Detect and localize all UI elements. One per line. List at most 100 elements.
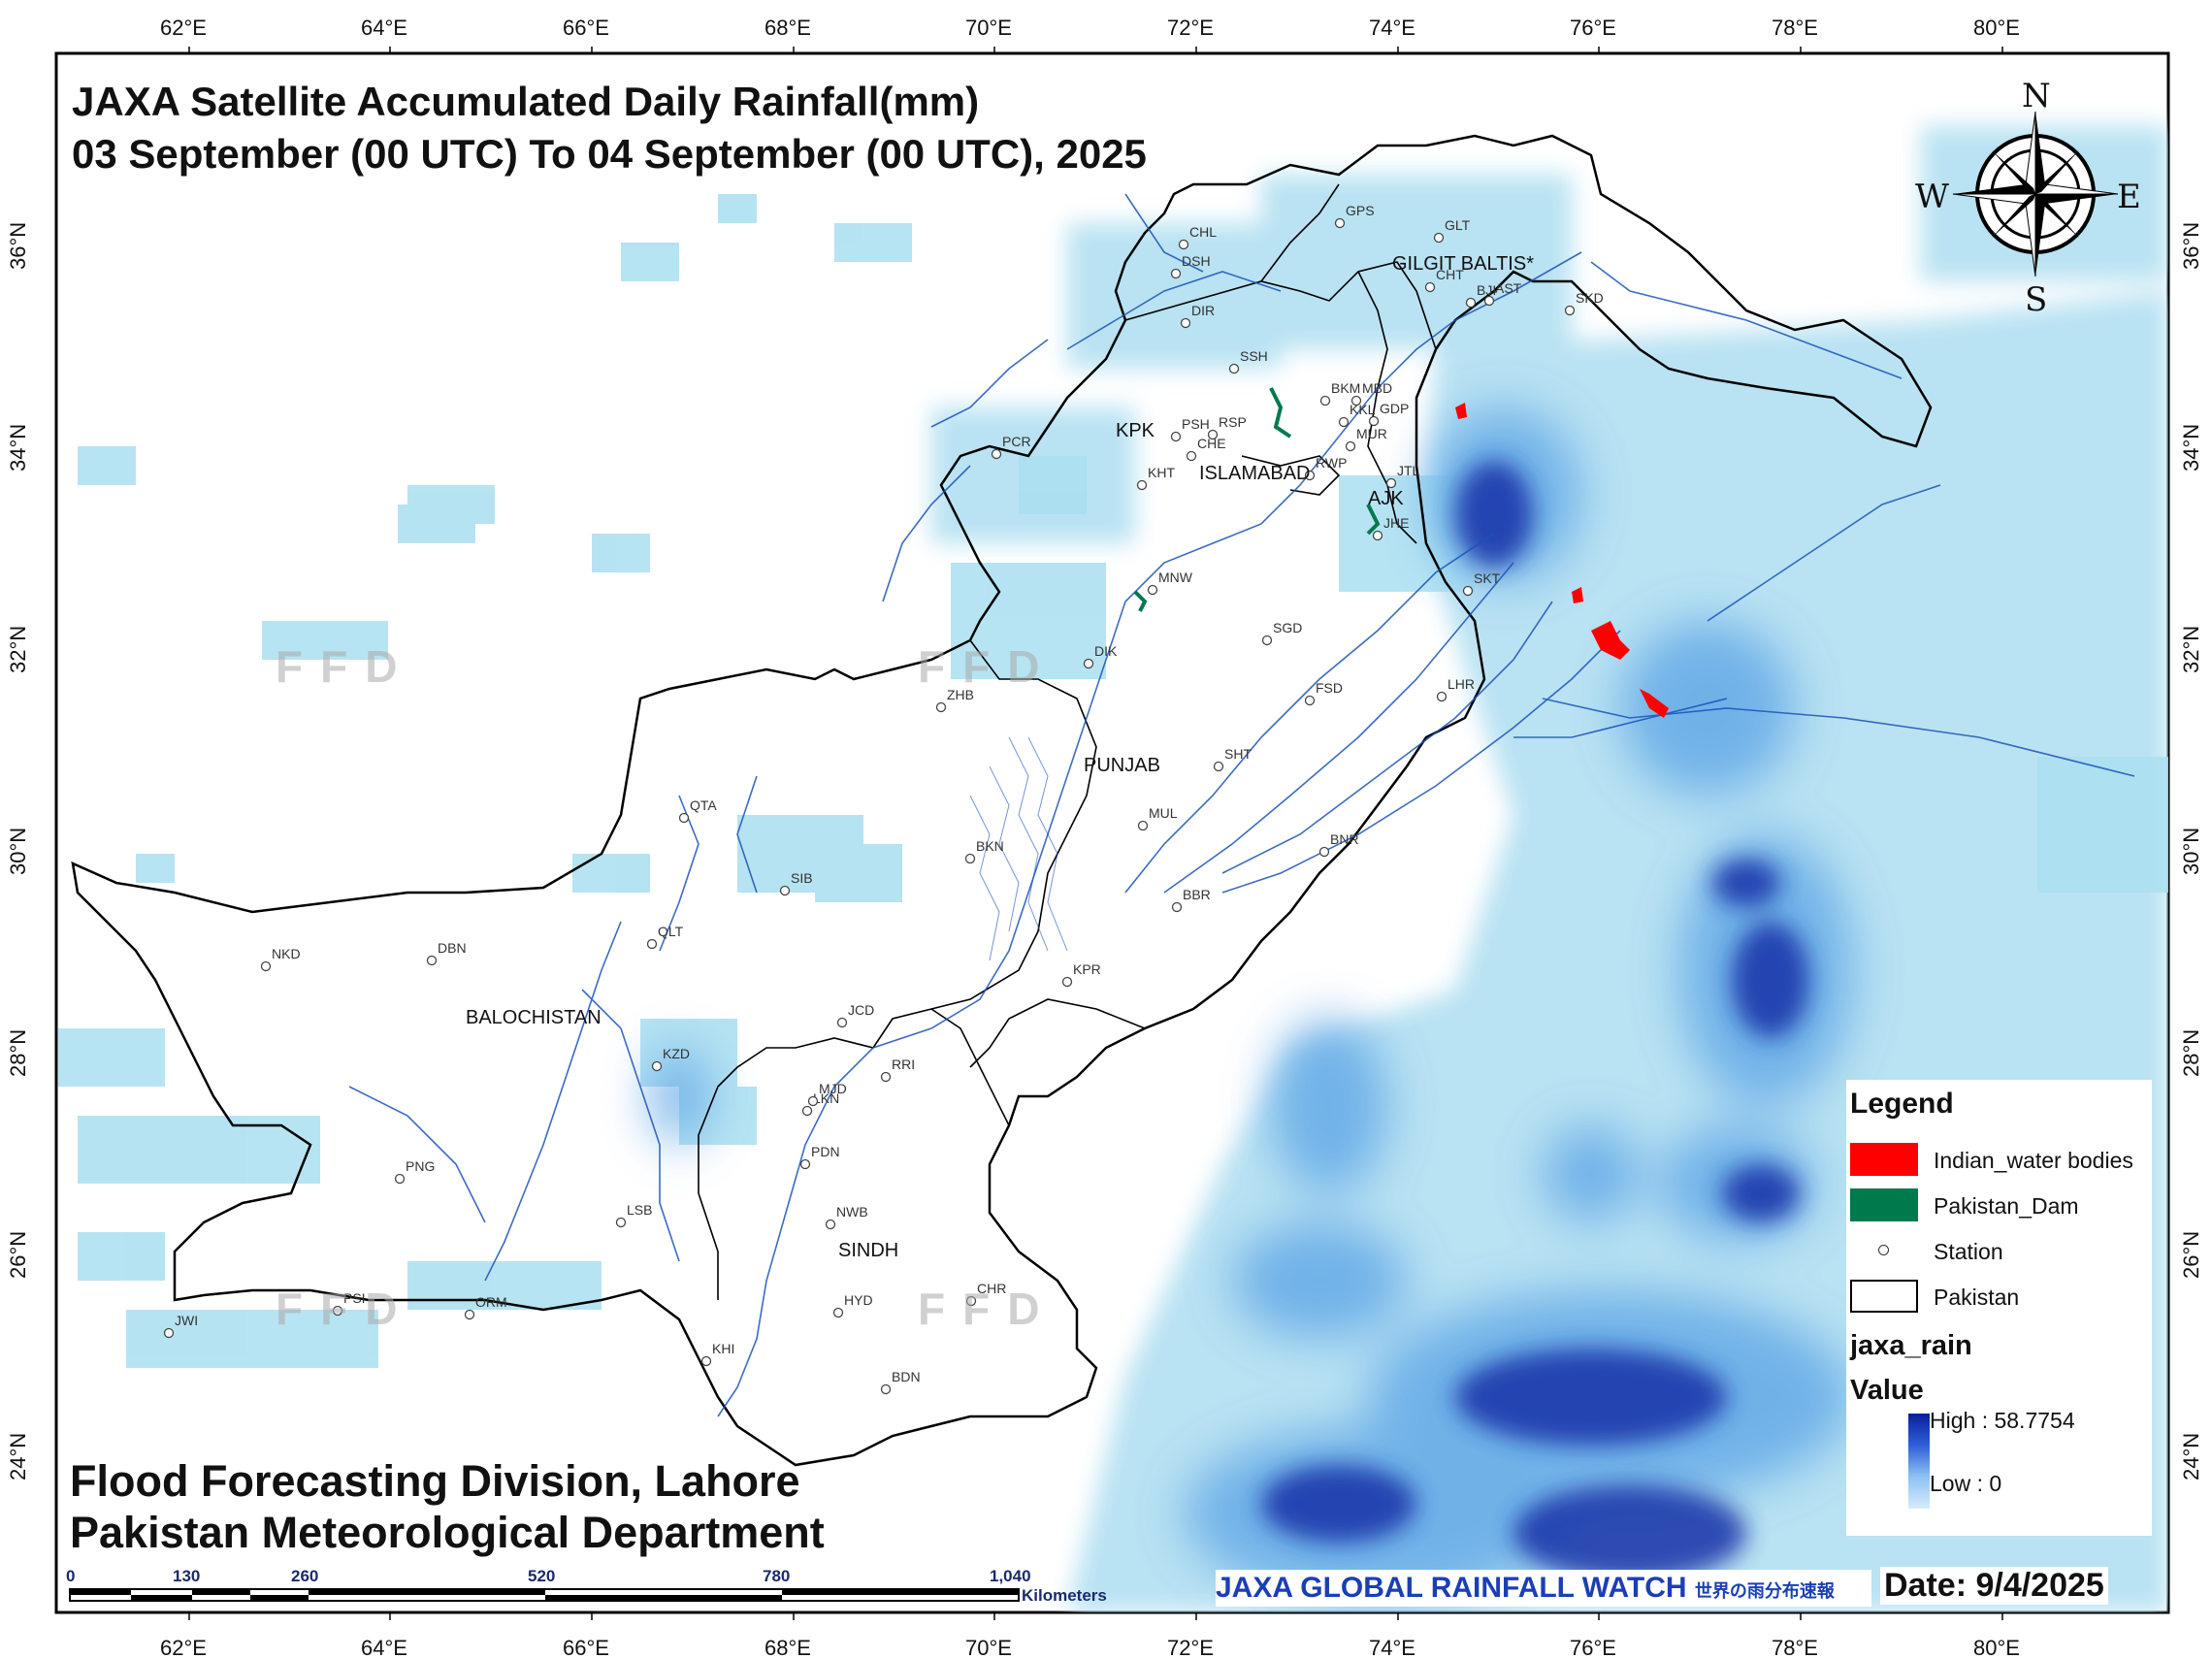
station-label: DSH — [1182, 253, 1211, 269]
station-marker-icon[interactable] — [880, 1383, 892, 1395]
station-marker-icon[interactable] — [426, 955, 438, 966]
scale-label-520: 520 — [528, 1567, 555, 1585]
station-label: BKM — [1331, 380, 1360, 396]
station-marker-icon[interactable] — [1319, 395, 1331, 407]
station-marker-icon[interactable] — [332, 1305, 343, 1317]
station-marker-icon[interactable] — [615, 1217, 627, 1228]
station-marker-icon[interactable] — [1207, 429, 1219, 440]
lon-tick-bottom: 66°E — [563, 1636, 609, 1659]
station-label: DIR — [1191, 303, 1215, 318]
station-label: MBD — [1362, 380, 1392, 396]
scale-label-1040: 1,040 — [990, 1567, 1031, 1585]
lon-tick-top: 70°E — [965, 16, 1012, 40]
station-marker-icon[interactable] — [1136, 479, 1148, 491]
station-label: MJD — [819, 1081, 847, 1096]
station-marker-icon[interactable] — [1304, 470, 1316, 481]
station-marker-icon[interactable] — [1180, 317, 1191, 329]
station-marker-icon[interactable] — [1213, 761, 1224, 772]
station-marker-icon[interactable] — [678, 812, 690, 824]
station-marker-icon[interactable] — [1170, 268, 1182, 279]
station-marker-icon[interactable] — [1350, 395, 1362, 407]
station-label: JCD — [848, 1002, 874, 1018]
station-marker-icon[interactable] — [1465, 297, 1477, 309]
lat-tick-right: 36°N — [2179, 222, 2203, 270]
station-marker-icon[interactable] — [1178, 239, 1189, 250]
pakistan-dams — [1133, 387, 1381, 612]
station-label: KHI — [712, 1341, 734, 1356]
station-marker-icon[interactable] — [1462, 585, 1474, 597]
station-marker-icon[interactable] — [807, 1095, 819, 1107]
station-marker-icon[interactable] — [1170, 431, 1182, 442]
lon-tick-top: 64°E — [361, 16, 407, 40]
station-marker-icon[interactable] — [1186, 450, 1197, 462]
station-marker-icon[interactable] — [464, 1309, 475, 1320]
station-label: RWP — [1316, 455, 1347, 471]
station-marker-icon[interactable] — [1368, 415, 1380, 427]
station-label: KZD — [663, 1046, 690, 1061]
station-marker-icon[interactable] — [1261, 634, 1273, 646]
station-marker-icon[interactable] — [260, 960, 272, 972]
station-marker-icon[interactable] — [1171, 901, 1183, 913]
station-label: MUL — [1149, 805, 1178, 821]
station-marker-icon[interactable] — [1147, 584, 1158, 596]
station-marker-icon[interactable] — [965, 1295, 977, 1307]
jaxa-logo-jp: 世界の雨分布速報 — [1694, 1581, 1835, 1601]
station-marker-icon[interactable] — [1334, 217, 1346, 229]
station-marker-icon[interactable] — [1433, 232, 1445, 244]
station-marker-icon[interactable] — [1564, 305, 1576, 316]
station-label: RSP — [1219, 414, 1247, 430]
station-marker-icon[interactable] — [700, 1355, 712, 1367]
station-marker-icon[interactable] — [799, 1158, 811, 1170]
station-marker-icon[interactable] — [779, 885, 791, 896]
lon-tick-bottom: 78°E — [1772, 1636, 1818, 1659]
station-marker-icon[interactable] — [836, 1017, 848, 1028]
station-label: LKN — [813, 1090, 839, 1106]
station-marker-icon[interactable] — [1137, 820, 1149, 831]
jaxa-logo-text: JAXA GLOBAL RAINFALL WATCH — [1216, 1572, 1687, 1604]
station-marker-icon[interactable] — [646, 938, 658, 950]
station-marker-icon[interactable] — [832, 1307, 844, 1318]
lon-tick-top: 78°E — [1772, 16, 1818, 40]
station-marker-icon[interactable] — [1338, 416, 1350, 428]
station-marker-icon[interactable] — [825, 1219, 836, 1230]
station-marker-icon[interactable] — [1304, 695, 1316, 706]
station-marker-icon[interactable] — [1424, 281, 1436, 293]
station-marker-icon[interactable] — [1228, 363, 1240, 374]
station-marker-icon[interactable] — [651, 1060, 663, 1072]
station-marker-icon[interactable] — [935, 701, 947, 713]
station-label: MNW — [1158, 569, 1193, 585]
station-marker-icon[interactable] — [1372, 530, 1383, 541]
ffd-watermark-2: FFD — [918, 641, 1057, 692]
station-label: CHE — [1197, 436, 1226, 451]
station-marker-icon[interactable] — [991, 448, 1002, 460]
station-label: ZHB — [947, 687, 974, 702]
region-layer: GILGIT BALTIS* KPK ISLAMABAD AJK PUNJAB BALOC… — [466, 253, 1534, 1261]
region-label: GILGIT BALTIS* — [1392, 253, 1534, 275]
scale-label-780: 780 — [763, 1567, 790, 1585]
station-marker-icon[interactable] — [880, 1071, 892, 1083]
station-label: PDN — [811, 1144, 840, 1159]
lon-tick-top: 74°E — [1369, 16, 1415, 40]
lon-tick-bottom: 72°E — [1167, 1636, 1214, 1659]
lon-tick-bottom: 74°E — [1369, 1636, 1415, 1659]
station-marker-icon[interactable] — [1385, 477, 1397, 489]
jaxa-logo: JAXA GLOBAL RAINFALL WATCH 世界の雨分布速報 — [1216, 1570, 1871, 1607]
lon-tick-top: 72°E — [1167, 16, 1214, 40]
lon-tick-bottom: 80°E — [1973, 1636, 2020, 1659]
station-label: CHR — [977, 1281, 1006, 1296]
lon-tick-top: 76°E — [1570, 16, 1616, 40]
station-marker-icon[interactable] — [163, 1327, 175, 1339]
station-marker-icon[interactable] — [1061, 976, 1073, 988]
station-marker-icon[interactable] — [1483, 295, 1495, 307]
station-marker-icon[interactable] — [964, 853, 976, 864]
station-marker-icon[interactable] — [394, 1173, 406, 1185]
station-marker-icon[interactable] — [1345, 440, 1356, 452]
station-marker-icon[interactable] — [1318, 846, 1330, 858]
station-label: BNR — [1330, 831, 1359, 847]
legend-raster-name: jaxa_rain — [1850, 1330, 1972, 1361]
station-marker-icon[interactable] — [1083, 658, 1094, 669]
station-marker-icon[interactable] — [1436, 691, 1448, 702]
legend-title: Legend — [1850, 1088, 1954, 1120]
station-marker-icon[interactable] — [801, 1105, 813, 1117]
station-label: MUR — [1356, 426, 1387, 441]
